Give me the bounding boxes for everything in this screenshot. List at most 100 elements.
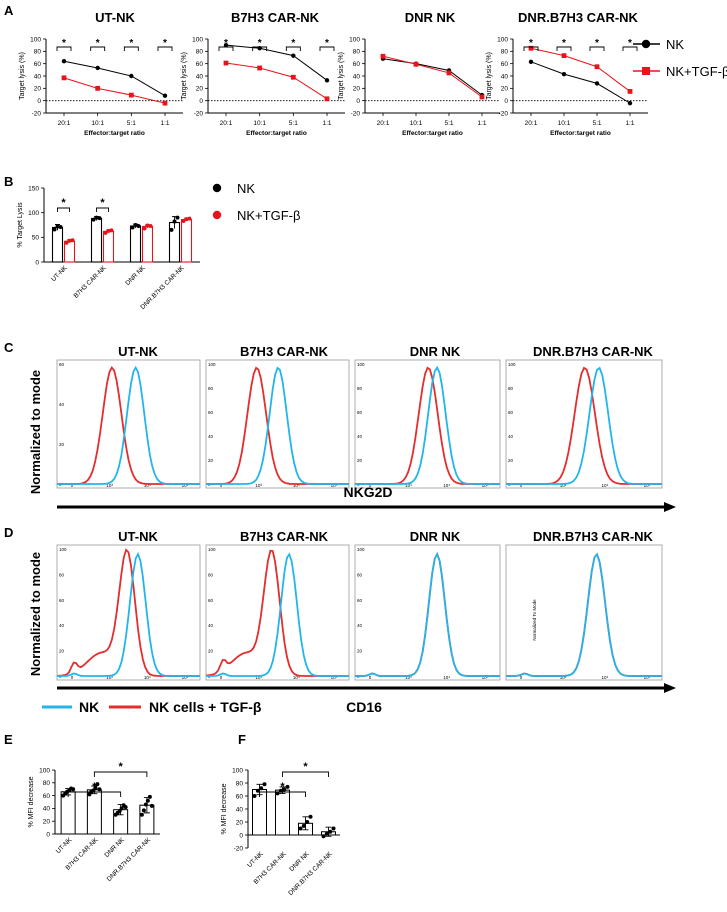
- a-point-tgf: [528, 45, 534, 51]
- a-point-tgf: [446, 70, 452, 76]
- a-y-tick-label: 80: [501, 49, 509, 56]
- hist-y-tick-label: 80: [208, 386, 214, 391]
- hist-x-tick-label: 10⁵: [482, 675, 489, 680]
- hist-frame: [505, 359, 663, 489]
- b-dot: [91, 217, 96, 222]
- hist-y-tick-label: 60: [357, 598, 363, 603]
- a2-title: B7H3 CAR-NK: [231, 10, 320, 25]
- a-series-tgf-line: [530, 47, 631, 92]
- panel-letter-e: E: [4, 732, 13, 747]
- b-x-tick-label: DNR.B7H3 CAR-NK: [139, 264, 186, 311]
- a-x-tick-label: 1:1: [160, 120, 169, 127]
- hist-x-tick-label: 0: [520, 675, 523, 680]
- bar-sig-star: *: [303, 761, 308, 773]
- hist-frame: [354, 544, 501, 681]
- b-dot: [55, 224, 60, 229]
- bar-y-tick-label: 0: [239, 832, 243, 839]
- a-x-tick-label: 10:1: [558, 120, 571, 127]
- hist-frame: [56, 544, 201, 681]
- b-x-tick-label: DNR NK: [124, 264, 147, 287]
- bar-x-tick-label: DNR NK: [103, 836, 126, 859]
- a-sig-bracket: [319, 46, 335, 51]
- a-sig-star: *: [325, 38, 329, 49]
- b-y-tick-label: 50: [32, 235, 40, 242]
- a-y-tick-label: 80: [196, 49, 204, 56]
- b-dot: [130, 225, 135, 230]
- hist-x-tick-label: 10⁴: [443, 483, 450, 488]
- b-dot: [67, 238, 72, 243]
- hist-y-tick-label: 20: [208, 649, 214, 654]
- bar-x-tick-label: DNR.B7H3 CAR-NK: [287, 850, 334, 897]
- hist-frame: [505, 544, 663, 681]
- hist-y-tick-label: 100: [208, 362, 216, 367]
- c-title-4: DNR.B7H3 CAR-NK: [533, 344, 654, 359]
- hist-y-tick-label: 80: [357, 386, 363, 391]
- a-point-nk: [95, 65, 100, 71]
- bar-y-tick-label: 0: [46, 831, 50, 838]
- a-y-tick-label: 80: [353, 49, 361, 56]
- a-sig-star: *: [595, 38, 599, 49]
- a-series-nk-line: [63, 60, 166, 97]
- b-y-tick-label: 150: [28, 185, 39, 192]
- d-title-1: UT-NK: [118, 529, 158, 544]
- a-point-nk: [627, 100, 633, 106]
- hist-frame: [56, 359, 201, 489]
- b-ylabel: % Target Lysis: [17, 202, 24, 248]
- bar-ylabel: % MFI decrease: [221, 783, 228, 834]
- hist-y-tick-label: 80: [508, 386, 514, 391]
- a-x-tick-label: 5:1: [289, 120, 298, 127]
- hist-nk-curve: [206, 366, 349, 485]
- a-y-tick-label: 20: [196, 86, 204, 93]
- a-series-tgf-line: [225, 62, 328, 100]
- a-x-tick-label: 10:1: [253, 120, 266, 127]
- b-dot: [175, 215, 180, 220]
- hist-y-tick-label: 100: [508, 362, 516, 367]
- a-y-tick-label: 20: [34, 86, 42, 93]
- cd-legend-tgf: NK cells + TGF-β: [149, 699, 262, 715]
- d4-small-ylabel: Normalized To Mode: [532, 599, 537, 641]
- chart-a1: 100 80 60 40 20 0 -20 20:1 10:1 5:1 1:1 Effector:ta…: [19, 36, 183, 137]
- cd-legend-nk: NK: [79, 699, 99, 715]
- b-dot: [109, 228, 114, 233]
- b-y-tick-label: 100: [28, 210, 39, 217]
- bar-y-tick-label: 20: [236, 819, 244, 826]
- hist-x-tick-label: 10⁴: [144, 675, 151, 680]
- a-point-tgf: [290, 74, 296, 80]
- bar-dot: [252, 794, 257, 798]
- chart-a2: 100 80 60 40 20 0 -20 20:1 10:1 5:1 1:1 Effector:ta…: [181, 36, 345, 137]
- panel-letter-c: C: [4, 340, 14, 355]
- bar-dot: [308, 814, 313, 819]
- a-sig-bracket: [123, 46, 139, 51]
- b-y-tick-label: 0: [35, 259, 39, 266]
- hist-y-tick-label: 40: [508, 434, 514, 439]
- a-sig-bracket: [285, 46, 301, 51]
- bar-dot: [149, 803, 154, 808]
- a-sig-bracket: [523, 46, 539, 51]
- hist-y-tick-label: 60: [208, 598, 214, 603]
- bar-dot: [139, 812, 144, 817]
- hist-y-tick-label: 100: [208, 547, 216, 552]
- bar-y-tick-label: 100: [232, 767, 243, 774]
- a-y-tick-label: 100: [497, 36, 508, 43]
- bar-y-tick-label: 60: [43, 793, 51, 800]
- a1-title: UT-NK: [95, 10, 135, 25]
- a-point-nk: [61, 59, 67, 64]
- bar: [60, 791, 76, 835]
- a-point-tgf: [380, 53, 386, 59]
- a-legend: NK NK+TGF-β: [633, 37, 727, 79]
- a-y-tick-label: 100: [192, 36, 203, 43]
- bar-dot: [259, 786, 264, 791]
- a-x-tick-label: 1:1: [477, 120, 486, 127]
- d-xlabel: CD16: [346, 699, 382, 715]
- hist-y-tick-label: 40: [357, 434, 363, 439]
- a-series-nk-line: [225, 44, 328, 81]
- a-point-tgf: [594, 64, 600, 70]
- hist-y-tick-label: 20: [508, 458, 514, 463]
- a-y-tick-label: 100: [349, 36, 360, 43]
- b-dot: [106, 228, 111, 233]
- a-x-tick-label: 20:1: [58, 120, 71, 127]
- c-xlabel: NKG2D: [343, 484, 392, 500]
- b-dot: [145, 223, 150, 228]
- bar-dot: [97, 787, 102, 792]
- b-dot: [184, 217, 189, 222]
